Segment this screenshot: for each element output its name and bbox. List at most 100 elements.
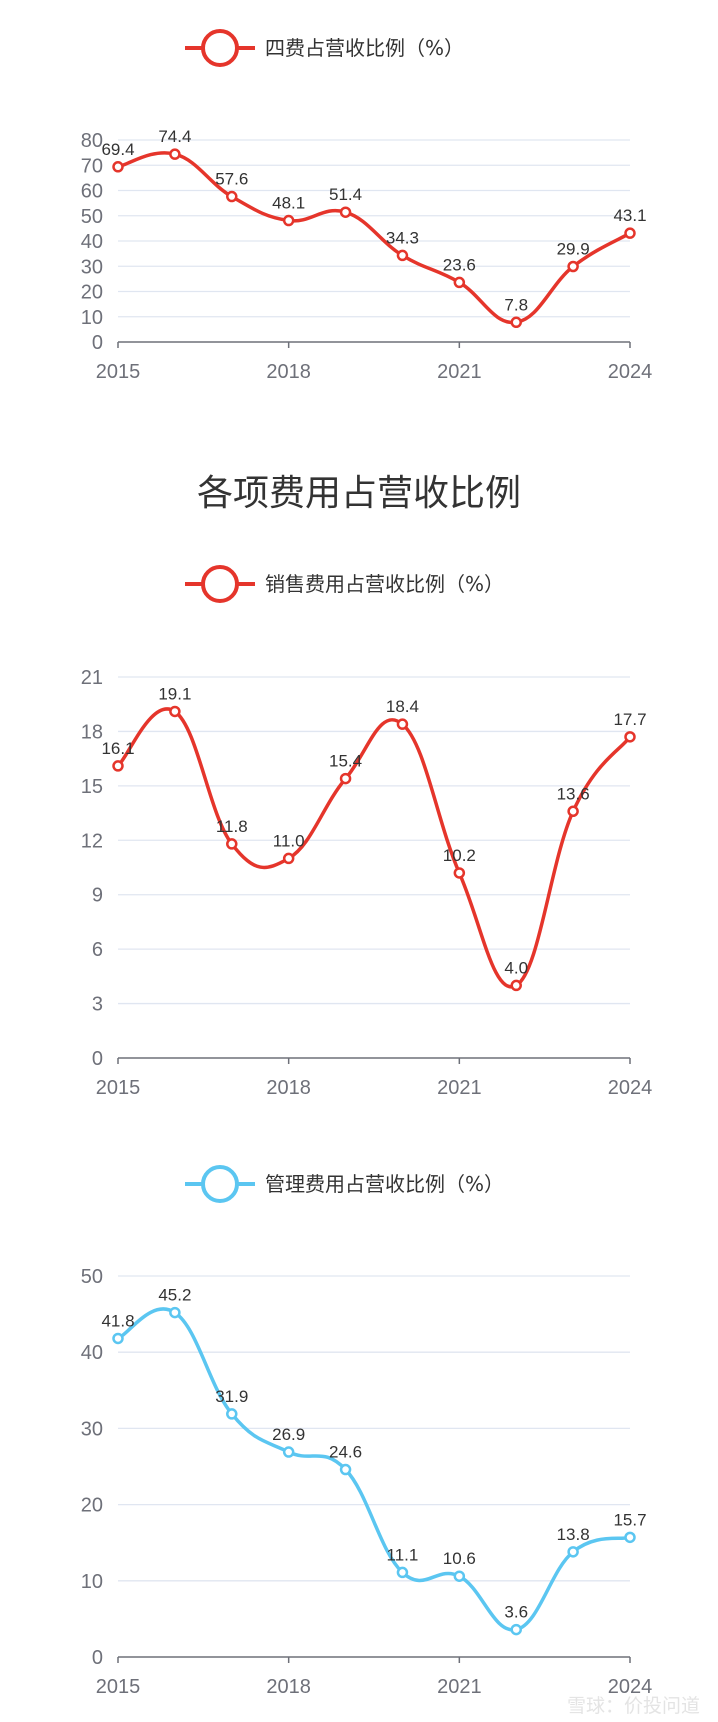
data-point <box>226 1408 238 1420</box>
data-label: 11.1 <box>387 1545 419 1564</box>
y-tick-label: 18 <box>81 721 103 743</box>
data-label: 23.6 <box>443 255 476 274</box>
data-label: 16.1 <box>101 739 134 758</box>
x-tick-label: 2018 <box>266 361 311 383</box>
series-line <box>117 151 631 325</box>
data-point <box>282 1446 295 1458</box>
y-tick-label: 20 <box>81 282 103 304</box>
data-label: 10.6 <box>443 1549 476 1568</box>
x-tick-label: 2021 <box>437 1676 482 1698</box>
data-label: 26.9 <box>272 1425 305 1444</box>
y-tick-label: 60 <box>81 181 103 203</box>
y-tick-label: 0 <box>92 1647 103 1669</box>
data-point <box>339 206 352 218</box>
data-point <box>226 838 238 850</box>
section-title: 各项费用占营收比例 <box>197 473 521 514</box>
data-label: 15.7 <box>613 1510 646 1529</box>
x-tick-label: 2024 <box>608 1077 653 1099</box>
watermark: 雪球：价投问道 <box>567 1695 700 1717</box>
y-tick-label: 20 <box>81 1495 103 1517</box>
series-line <box>117 1307 631 1632</box>
x-tick-label: 2024 <box>608 1676 653 1698</box>
data-label: 13.6 <box>557 784 590 803</box>
data-point <box>282 214 295 227</box>
y-tick-label: 9 <box>92 885 103 907</box>
data-point <box>282 852 295 865</box>
data-label: 7.8 <box>504 295 528 314</box>
data-label: 4.0 <box>504 958 528 977</box>
x-tick-label: 2015 <box>96 1676 141 1698</box>
data-point <box>510 979 522 992</box>
y-tick-label: 0 <box>92 332 103 354</box>
data-point <box>339 1463 352 1476</box>
legend-marker <box>201 1165 239 1203</box>
data-label: 69.4 <box>101 140 134 159</box>
data-label: 17.7 <box>613 710 646 729</box>
data-label: 10.2 <box>443 846 476 865</box>
y-tick-label: 3 <box>92 994 103 1016</box>
data-label: 51.4 <box>329 185 362 204</box>
data-label: 34.3 <box>386 228 419 247</box>
data-point <box>112 1332 124 1345</box>
x-tick-label: 2021 <box>437 1077 482 1099</box>
data-label: 3.6 <box>504 1603 528 1622</box>
data-label: 29.9 <box>557 240 590 259</box>
data-point <box>112 760 124 772</box>
y-tick-label: 70 <box>81 155 103 177</box>
y-tick-label: 80 <box>81 130 103 152</box>
legend: 销售费用占营收比例（%） <box>185 565 504 603</box>
chart-admin-expense-ratio: 管理费用占营收比例（%） 0 10 20 30 40 50 2015 2018 2021 2024 4… <box>81 1165 653 1698</box>
x-tick-label: 2021 <box>437 361 482 383</box>
data-label: 31.9 <box>215 1387 248 1406</box>
data-label: 57.6 <box>215 170 248 189</box>
data-point <box>624 731 636 743</box>
data-label: 41.8 <box>101 1311 134 1330</box>
legend-label: 四费占营收比例（%） <box>265 36 464 60</box>
data-point <box>453 1570 466 1582</box>
y-tick-label: 15 <box>81 776 103 798</box>
chart-sales-expense-ratio: 销售费用占营收比例（%） 0 3 6 9 12 15 18 21 2015 2018 2021 2024… <box>81 565 653 1099</box>
legend-marker <box>201 565 239 603</box>
y-tick-label: 6 <box>92 939 103 961</box>
data-point <box>396 718 409 730</box>
legend: 管理费用占营收比例（%） <box>185 1165 504 1203</box>
data-point <box>624 1531 636 1544</box>
data-point <box>112 161 124 173</box>
y-tick-label: 30 <box>81 256 103 278</box>
data-label: 24.6 <box>329 1443 362 1462</box>
x-tick-label: 2018 <box>266 1676 311 1698</box>
data-point <box>453 276 466 289</box>
y-tick-label: 10 <box>81 307 103 329</box>
data-point <box>510 1623 522 1636</box>
legend-marker <box>201 29 239 67</box>
data-point <box>396 1566 409 1579</box>
data-point <box>339 772 352 785</box>
data-label: 15.4 <box>329 752 362 771</box>
y-tick-label: 0 <box>92 1048 103 1070</box>
x-tick-label: 2015 <box>96 1077 141 1099</box>
y-tick-label: 30 <box>81 1418 103 1440</box>
x-tick-label: 2018 <box>266 1077 311 1099</box>
y-tick-label: 50 <box>81 1266 103 1288</box>
x-tick-label: 2015 <box>96 361 141 383</box>
data-point <box>169 705 181 718</box>
data-point <box>169 1306 181 1319</box>
data-point <box>226 190 238 203</box>
y-tick-label: 12 <box>81 830 103 852</box>
data-label: 11.8 <box>216 817 248 836</box>
data-point <box>624 227 636 239</box>
data-point <box>396 249 409 262</box>
data-label: 43.1 <box>613 206 646 225</box>
chart-total-expense-ratio: 四费占营收比例（%） 0 10 20 30 40 50 60 70 80 2015 2018 2021 2… <box>81 29 652 383</box>
data-point <box>567 1546 579 1558</box>
data-point <box>453 867 466 879</box>
legend: 四费占营收比例（%） <box>185 29 464 67</box>
series-line <box>116 707 632 989</box>
legend-label: 管理费用占营收比例（%） <box>265 1172 504 1196</box>
data-label: 13.8 <box>557 1525 590 1544</box>
data-point <box>567 805 579 818</box>
y-tick-label: 40 <box>81 1342 103 1364</box>
data-label: 48.1 <box>272 194 305 213</box>
y-tick-label: 50 <box>81 206 103 228</box>
